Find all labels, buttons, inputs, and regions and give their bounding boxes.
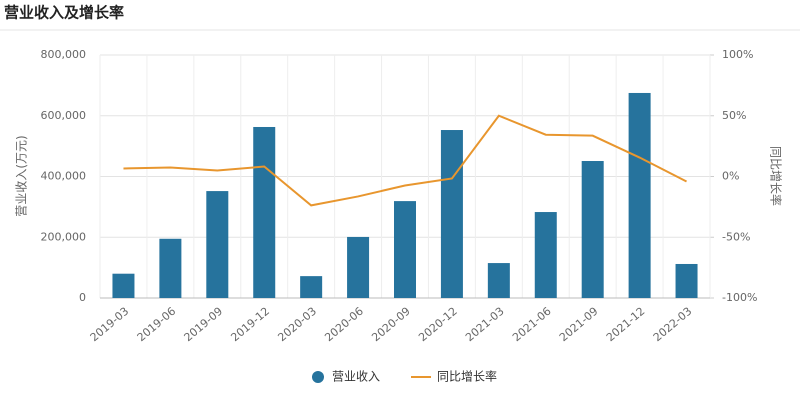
bar	[300, 276, 323, 298]
legend-swatch	[312, 371, 324, 383]
bar	[206, 191, 229, 298]
bar	[440, 130, 463, 298]
bar	[394, 201, 416, 298]
x-tick-label: 2019-12	[229, 305, 273, 345]
x-tick-label: 2019-03	[88, 305, 132, 345]
bar	[112, 273, 135, 298]
x-tick-label: 2021-09	[557, 305, 601, 345]
legend-label: 营业收入	[332, 370, 380, 384]
x-tick-label: 2019-09	[182, 305, 226, 345]
x-tick-label: 2020-03	[275, 305, 319, 345]
bar	[253, 126, 276, 299]
bar	[534, 212, 557, 298]
bar	[159, 238, 182, 298]
chart-title: 营业收入及增长率	[4, 4, 124, 22]
y-axis-label: 营业收入(万元)	[15, 135, 29, 216]
x-tick-label: 2020-06	[322, 305, 366, 345]
y2-tick-label: 100%	[722, 48, 753, 61]
line	[123, 114, 687, 207]
bar	[675, 263, 698, 298]
bar	[487, 263, 510, 298]
y-tick-label: 800,000	[41, 48, 87, 61]
y-tick-label: 200,000	[41, 230, 87, 243]
x-tick-label: 2019-06	[135, 305, 179, 345]
legend-label: 同比增长率	[437, 369, 497, 384]
bar	[581, 161, 604, 298]
y-tick-label: 600,000	[41, 109, 87, 122]
y2-tick-label: -100%	[722, 291, 757, 304]
x-tick-label: 2020-09	[369, 305, 413, 345]
x-tick-label: 2021-06	[510, 305, 554, 345]
y-tick-label: 0	[79, 291, 86, 304]
bar	[347, 236, 370, 298]
x-tick-label: 2021-03	[463, 305, 507, 345]
y2-tick-label: 0%	[722, 170, 739, 183]
y2-tick-label: 50%	[722, 109, 746, 122]
bar	[628, 92, 651, 298]
x-tick-label: 2020-12	[416, 305, 460, 345]
y2-tick-label: -50%	[722, 230, 750, 243]
x-tick-label: 2021-12	[604, 305, 648, 345]
y2-axis-label: 同比增长率	[769, 146, 784, 206]
x-tick-label: 2022-03	[651, 305, 695, 345]
y-tick-label: 400,000	[41, 170, 87, 183]
